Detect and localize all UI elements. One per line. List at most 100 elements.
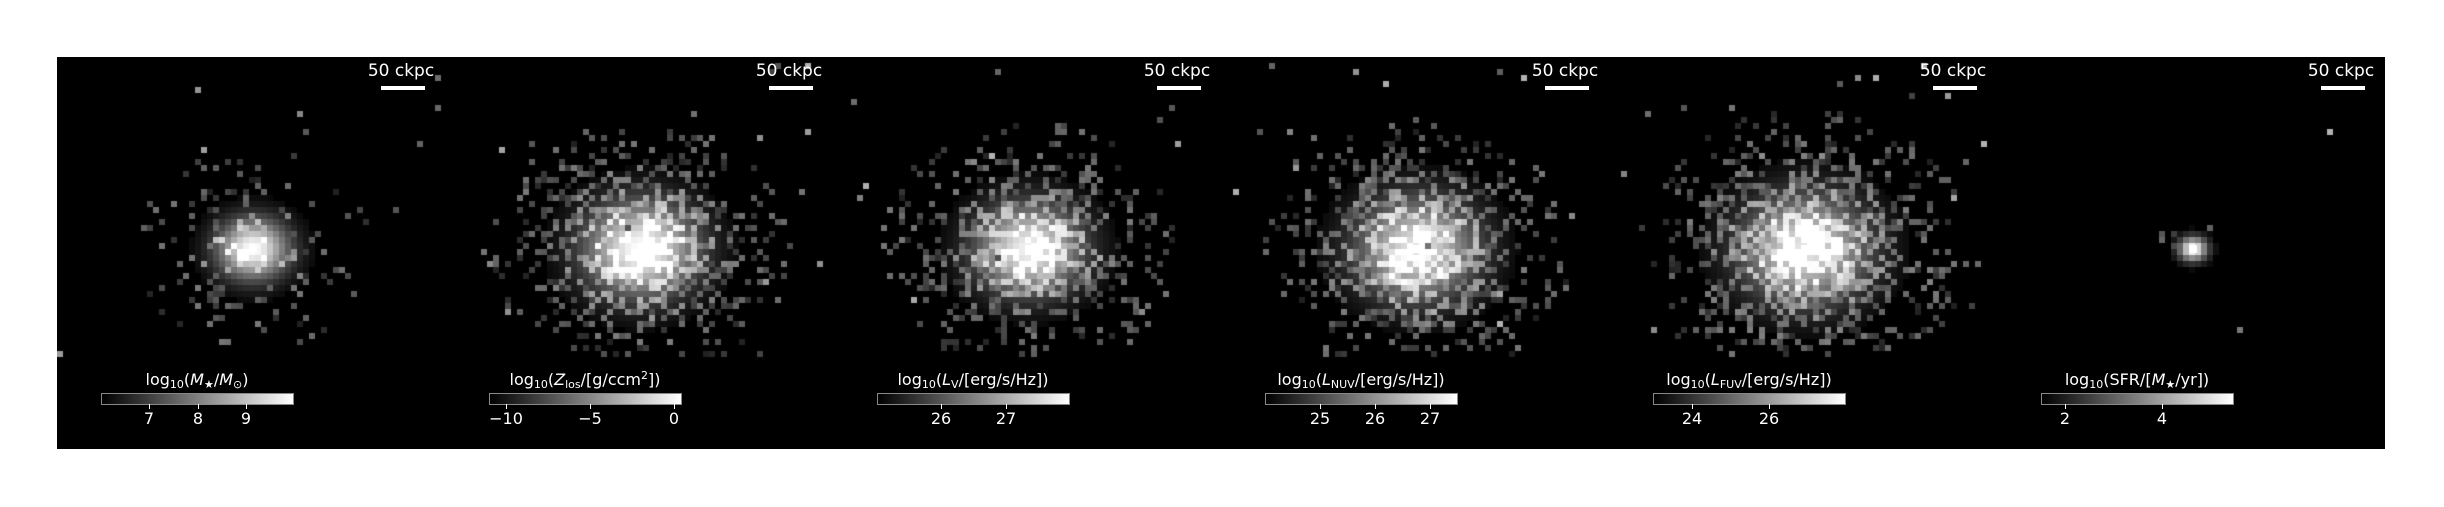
- colorbar-tick: [2065, 404, 2066, 409]
- colorbar: [489, 393, 682, 405]
- colorbar-title-part: /[erg/s/Hz]): [1741, 370, 1832, 389]
- colorbar-title-part: /[erg/s/Hz]): [958, 370, 1049, 389]
- colorbar-title-part: 2: [641, 369, 648, 382]
- colorbar-tick: [1692, 404, 1693, 409]
- colorbar-title: log10(LFUV/[erg/s/Hz]): [1649, 370, 1849, 390]
- colorbar-title-part: L: [1710, 370, 1720, 389]
- colorbar-title-part: 10: [533, 378, 548, 391]
- colorbar-title: log10(SFR/[M★/yr]): [2037, 370, 2237, 390]
- map-panel-3: 50 ckpc log10(LV/[erg/s/Hz]) 26 27: [833, 57, 1221, 449]
- scale-bar: [769, 86, 813, 90]
- colorbar-title-part: /yr]): [2175, 370, 2210, 389]
- colorbar-tick: [1320, 404, 1321, 409]
- colorbar-title-part: ]): [648, 370, 661, 389]
- scale-bar-label: 50 ckpc: [2307, 61, 2375, 81]
- colorbar-tick: [1375, 404, 1376, 409]
- colorbar-title-part: log: [509, 370, 534, 389]
- galaxy-map-image: [1609, 57, 1997, 449]
- colorbar-tick-label: 26: [1758, 409, 1780, 428]
- colorbar-title-part: (: [935, 370, 943, 389]
- colorbar-title-part: log: [145, 370, 170, 389]
- colorbar-title-part: log: [1277, 370, 1302, 389]
- colorbar-tick: [506, 404, 507, 409]
- colorbar-tick-label: 25: [1309, 409, 1331, 428]
- colorbar-tick-label: 4: [2156, 409, 2168, 428]
- colorbar-tick: [1769, 404, 1770, 409]
- colorbar-tick: [149, 404, 150, 409]
- scale-bar-label: 50 ckpc: [755, 61, 823, 81]
- colorbar-title-part: L: [1321, 370, 1331, 389]
- colorbar-title-part: 10: [921, 378, 936, 391]
- galaxy-map-image: [1221, 57, 1609, 449]
- colorbar-title-part: los: [565, 378, 581, 391]
- map-panel-1: 50 ckpc log10(M★/M⊙) 7 8 9: [57, 57, 445, 449]
- colorbar: [1265, 393, 1458, 405]
- colorbar-tick-label: 27: [1419, 409, 1441, 428]
- colorbar-title: log10(Zlos/[g/ccm2]): [485, 370, 685, 390]
- colorbar-title-part: ★: [2165, 378, 2176, 391]
- colorbar-title-part: M: [219, 370, 234, 389]
- colorbar-title-part: M: [2151, 370, 2166, 389]
- colorbar-title-part: (: [1315, 370, 1322, 389]
- galaxy-map-image: [1997, 57, 2385, 449]
- colorbar-title-part: 10: [1690, 378, 1705, 391]
- map-panel-5: 50 ckpc log10(LFUV/[erg/s/Hz]) 24 26: [1609, 57, 1997, 449]
- colorbar-title-part: ⊙: [233, 378, 243, 391]
- colorbar-tick: [2162, 404, 2163, 409]
- colorbar-title-part: Z: [554, 370, 566, 389]
- map-panel-6: 50 ckpc log10(SFR/[M★/yr]) 2 4: [1997, 57, 2385, 449]
- colorbar-title-part: 10: [2089, 378, 2104, 391]
- colorbar-tick-label: 26: [930, 409, 952, 428]
- colorbar-tick: [198, 404, 199, 409]
- colorbar-tick: [1430, 404, 1431, 409]
- scale-bar: [2321, 86, 2365, 90]
- colorbar-tick: [590, 404, 591, 409]
- colorbar-tick-label: 24: [1681, 409, 1703, 428]
- colorbar-title-part: (: [183, 370, 191, 389]
- colorbar-tick-label: 9: [240, 409, 252, 428]
- colorbar-title-part: /: [213, 370, 220, 389]
- colorbar-title-part: /[g/ccm: [580, 370, 641, 389]
- colorbar-title-part: ): [242, 370, 249, 389]
- scale-bar-label: 50 ckpc: [1919, 61, 1987, 81]
- map-panel-4: 50 ckpc log10(LNUV/[erg/s/Hz]) 25 26 27: [1221, 57, 1609, 449]
- scale-bar-label: 50 ckpc: [1143, 61, 1211, 81]
- colorbar-title-part: FUV: [1719, 378, 1742, 391]
- galaxy-map-image: [445, 57, 833, 449]
- colorbar-tick-label: 8: [192, 409, 204, 428]
- galaxy-map-image: [57, 57, 445, 449]
- scale-bar: [1933, 86, 1977, 90]
- colorbar-tick-label: 2: [2059, 409, 2071, 428]
- colorbar-title: log10(LNUV/[erg/s/Hz]): [1261, 370, 1461, 390]
- scale-bar: [1545, 86, 1589, 90]
- colorbar-title-part: 10: [1301, 378, 1316, 391]
- colorbar: [2041, 393, 2234, 405]
- colorbar-title-part: L: [942, 370, 952, 389]
- colorbar-tick-label: −10: [489, 409, 523, 428]
- colorbar-title-part: ★: [203, 378, 214, 391]
- colorbar-title-part: M: [190, 370, 204, 389]
- colorbar: [101, 393, 294, 405]
- colorbar-tick: [674, 404, 675, 409]
- colorbar-title-part: log: [1666, 370, 1691, 389]
- colorbar-title-part: (SFR/[: [2103, 370, 2152, 389]
- colorbar-tick-label: 27: [995, 409, 1017, 428]
- scale-bar: [381, 86, 425, 90]
- colorbar-tick-label: 7: [143, 409, 155, 428]
- colorbar-title: log10(M★/M⊙): [97, 370, 297, 390]
- colorbar-title-part: log: [897, 370, 922, 389]
- colorbar-tick-label: −5: [578, 409, 602, 428]
- colorbar-tick: [1006, 404, 1007, 409]
- colorbar-title-part: NUV: [1330, 378, 1355, 391]
- colorbar-tick: [246, 404, 247, 409]
- colorbar-title-part: 10: [169, 378, 184, 391]
- colorbar: [1653, 393, 1846, 405]
- colorbar-tick: [941, 404, 942, 409]
- colorbar-title-part: (: [1704, 370, 1711, 389]
- colorbar-tick-label: 0: [668, 409, 680, 428]
- colorbar-tick-label: 26: [1364, 409, 1386, 428]
- colorbar-title-part: log: [2064, 370, 2090, 389]
- scale-bar: [1157, 86, 1201, 90]
- colorbar-title-part: V: [951, 378, 959, 391]
